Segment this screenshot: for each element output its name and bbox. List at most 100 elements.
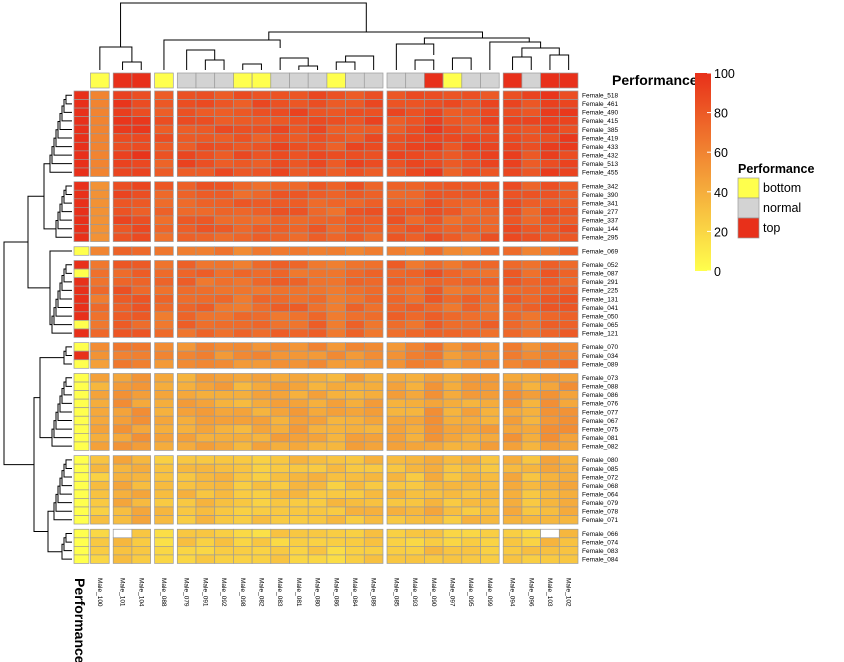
- column-label: Male_091: [201, 578, 208, 607]
- column-label: Male_088: [160, 578, 167, 607]
- heatmap-cell: [233, 359, 253, 369]
- heatmap-cell: [424, 342, 444, 352]
- heatmap-cell: [502, 116, 523, 126]
- heatmap-cell: [251, 381, 272, 391]
- heatmap-cell: [131, 167, 151, 177]
- heatmap-cell: [251, 515, 272, 525]
- heatmap-cell: [461, 285, 481, 296]
- heatmap-cell: [502, 424, 523, 434]
- heatmap-cell: [289, 90, 309, 100]
- heatmap-cell: [251, 90, 272, 100]
- heatmap-cell: [405, 302, 425, 313]
- heatmap-cell: [90, 433, 110, 443]
- heatmap-cell: [345, 268, 365, 278]
- column-label: Male_097: [448, 578, 455, 607]
- heatmap-cell: [233, 328, 253, 338]
- column-annotation-cell: [154, 72, 174, 89]
- heatmap-cell: [363, 328, 384, 338]
- row-label: Female_385: [582, 127, 619, 134]
- heatmap-cell: [326, 150, 346, 160]
- heatmap-cell: [386, 181, 407, 191]
- heatmap-cell: [195, 150, 216, 160]
- heatmap-cell: [176, 99, 197, 109]
- row-label: Female_079: [582, 500, 619, 507]
- heatmap-cell: [289, 359, 309, 369]
- heatmap-cell: [251, 506, 272, 516]
- heatmap-cell: [521, 472, 541, 482]
- heatmap-cell: [307, 189, 328, 200]
- heatmap-cell: [195, 133, 216, 143]
- heatmap-cell: [558, 407, 579, 417]
- heatmap-cell: [195, 320, 216, 330]
- heatmap-cell: [326, 433, 346, 443]
- heatmap-cell: [405, 277, 425, 287]
- heatmap-cell: [502, 285, 523, 296]
- heatmap-cell: [540, 302, 560, 313]
- heatmap-cell: [176, 277, 197, 287]
- heatmap-cell: [307, 215, 328, 225]
- heatmap-cell: [345, 506, 365, 516]
- heatmap-cell: [251, 167, 272, 177]
- heatmap-cell: [154, 515, 174, 525]
- column-annotation-cell: [307, 72, 328, 89]
- heatmap-cell: [270, 342, 290, 352]
- heatmap-cell: [540, 159, 560, 169]
- heatmap-cell: [176, 480, 197, 491]
- heatmap-cell: [289, 528, 309, 539]
- heatmap-cell: [307, 489, 328, 499]
- heatmap-cell: [154, 554, 174, 564]
- heatmap-cell: [90, 415, 110, 426]
- heatmap-cell: [154, 198, 174, 208]
- heatmap-cell: [214, 285, 234, 296]
- heatmap-cell: [176, 246, 197, 256]
- heatmap-cell: [326, 359, 346, 369]
- heatmap-cell: [176, 506, 197, 516]
- row-label: Female_455: [582, 170, 619, 177]
- heatmap-cell: [131, 285, 151, 296]
- heatmap-cell: [233, 545, 253, 556]
- row-label: Female_074: [582, 539, 619, 546]
- heatmap-cell: [270, 311, 290, 321]
- column-label: Male_085: [392, 578, 399, 607]
- heatmap-cell: [270, 545, 290, 556]
- row-annotation-cell: [73, 150, 90, 160]
- heatmap-cell: [521, 116, 541, 126]
- heatmap-cell: [270, 133, 290, 143]
- heatmap-cell: [233, 107, 253, 117]
- heatmap-cell: [307, 328, 328, 338]
- heatmap-cell: [558, 99, 579, 109]
- heatmap-cell: [424, 390, 444, 400]
- heatmap-cell: [326, 398, 346, 409]
- heatmap-cell: [521, 554, 541, 564]
- heatmap-cell: [233, 472, 253, 482]
- row-label: Female_084: [582, 556, 619, 563]
- heatmap-cell: [405, 441, 425, 451]
- heatmap-cell: [251, 455, 272, 465]
- heatmap-cell: [112, 350, 133, 361]
- heatmap-cell: [540, 90, 560, 100]
- column-label: Male_099: [486, 578, 493, 607]
- heatmap-cell: [270, 537, 290, 547]
- heatmap-cell: [363, 359, 384, 369]
- heatmap-cell: [270, 189, 290, 200]
- heatmap-cell: [289, 398, 309, 409]
- heatmap-cell: [345, 116, 365, 126]
- column-annotation-cell: [424, 72, 444, 89]
- row-dendrogram-branch: [63, 463, 72, 478]
- heatmap-cell: [540, 224, 560, 234]
- heatmap-cell: [521, 506, 541, 516]
- heatmap-cell: [386, 99, 407, 109]
- heatmap-cell: [502, 141, 523, 152]
- column-label: Male_098: [239, 578, 246, 607]
- heatmap-cell: [386, 277, 407, 287]
- heatmap-cell: [558, 554, 579, 564]
- heatmap-cell: [326, 189, 346, 200]
- heatmap-cell: [363, 246, 384, 256]
- column-dendrogram-branch: [335, 61, 356, 70]
- heatmap-cell: [154, 167, 174, 177]
- heatmap-cell: [270, 224, 290, 234]
- column-dendrogram-branch: [268, 31, 483, 40]
- heatmap-cell: [442, 232, 463, 242]
- heatmap-cell: [90, 554, 110, 564]
- column-annotation-cell: [461, 72, 481, 89]
